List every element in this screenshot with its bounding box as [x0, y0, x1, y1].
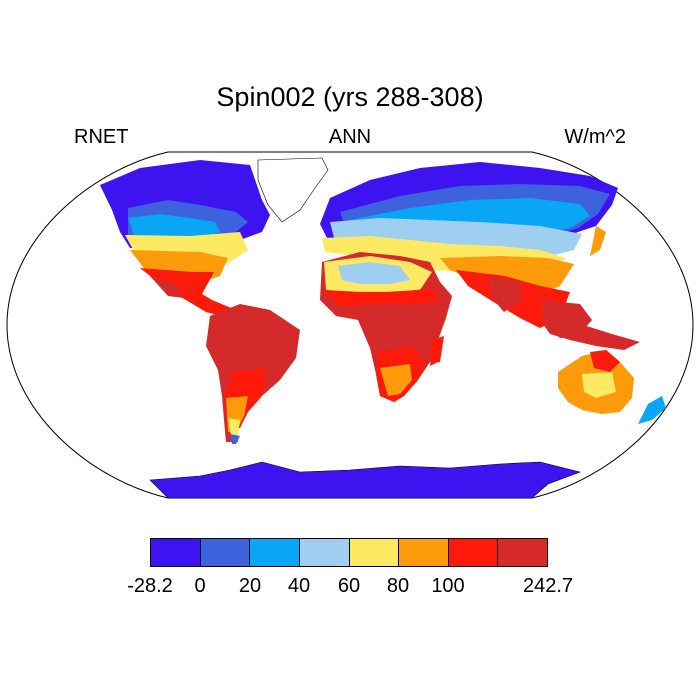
units-label: W/m^2 [564, 126, 626, 148]
eurasia [320, 162, 618, 338]
colorbar-box [399, 539, 449, 566]
antarctica [149, 461, 582, 499]
colorbar-box [299, 539, 350, 566]
colorbar-tick-label: 242.7 [522, 575, 574, 597]
variable-label: RNET [74, 126, 129, 148]
japan [590, 226, 606, 256]
season-label: ANN [328, 126, 372, 148]
africa [320, 252, 452, 402]
colorbar-box [151, 539, 201, 566]
north-america [100, 160, 270, 318]
australia [558, 350, 634, 414]
colorbar-tick-label: 0 [194, 575, 206, 597]
greenland [257, 157, 329, 223]
colorbar-tick-label: 20 [238, 575, 262, 597]
colorbar-box [250, 539, 300, 566]
new-zealand [638, 396, 666, 424]
colorbar-box [200, 539, 251, 566]
colorbar-box [349, 539, 400, 566]
colorbar-tick-label: 40 [287, 575, 311, 597]
madagascar [430, 340, 440, 366]
indonesia [540, 320, 640, 350]
colorbar-tick-label: 60 [337, 575, 361, 597]
plot-title: Spin002 (yrs 288-308) [216, 82, 484, 112]
south-america [206, 304, 300, 444]
colorbar-box [498, 539, 547, 566]
colorbar-tick-label: -28.2 [127, 575, 173, 597]
colorbar [150, 538, 548, 567]
colorbar-tick-label: 80 [386, 575, 410, 597]
colorbar-tick-label: 100 [431, 575, 465, 597]
colorbar-box [448, 539, 499, 566]
